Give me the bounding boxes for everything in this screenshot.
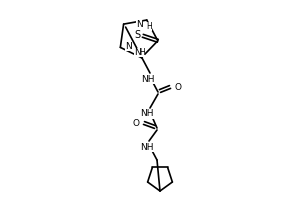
- Text: NH: NH: [140, 110, 154, 118]
- Text: H: H: [146, 22, 152, 31]
- Text: N: N: [136, 20, 143, 29]
- Text: O: O: [175, 82, 182, 92]
- Text: S: S: [135, 30, 141, 40]
- Text: NH: NH: [141, 74, 155, 84]
- Text: NH: NH: [140, 142, 154, 152]
- Text: H: H: [140, 48, 145, 57]
- Text: N: N: [134, 48, 140, 57]
- Text: N: N: [125, 42, 132, 51]
- Text: O: O: [133, 118, 140, 128]
